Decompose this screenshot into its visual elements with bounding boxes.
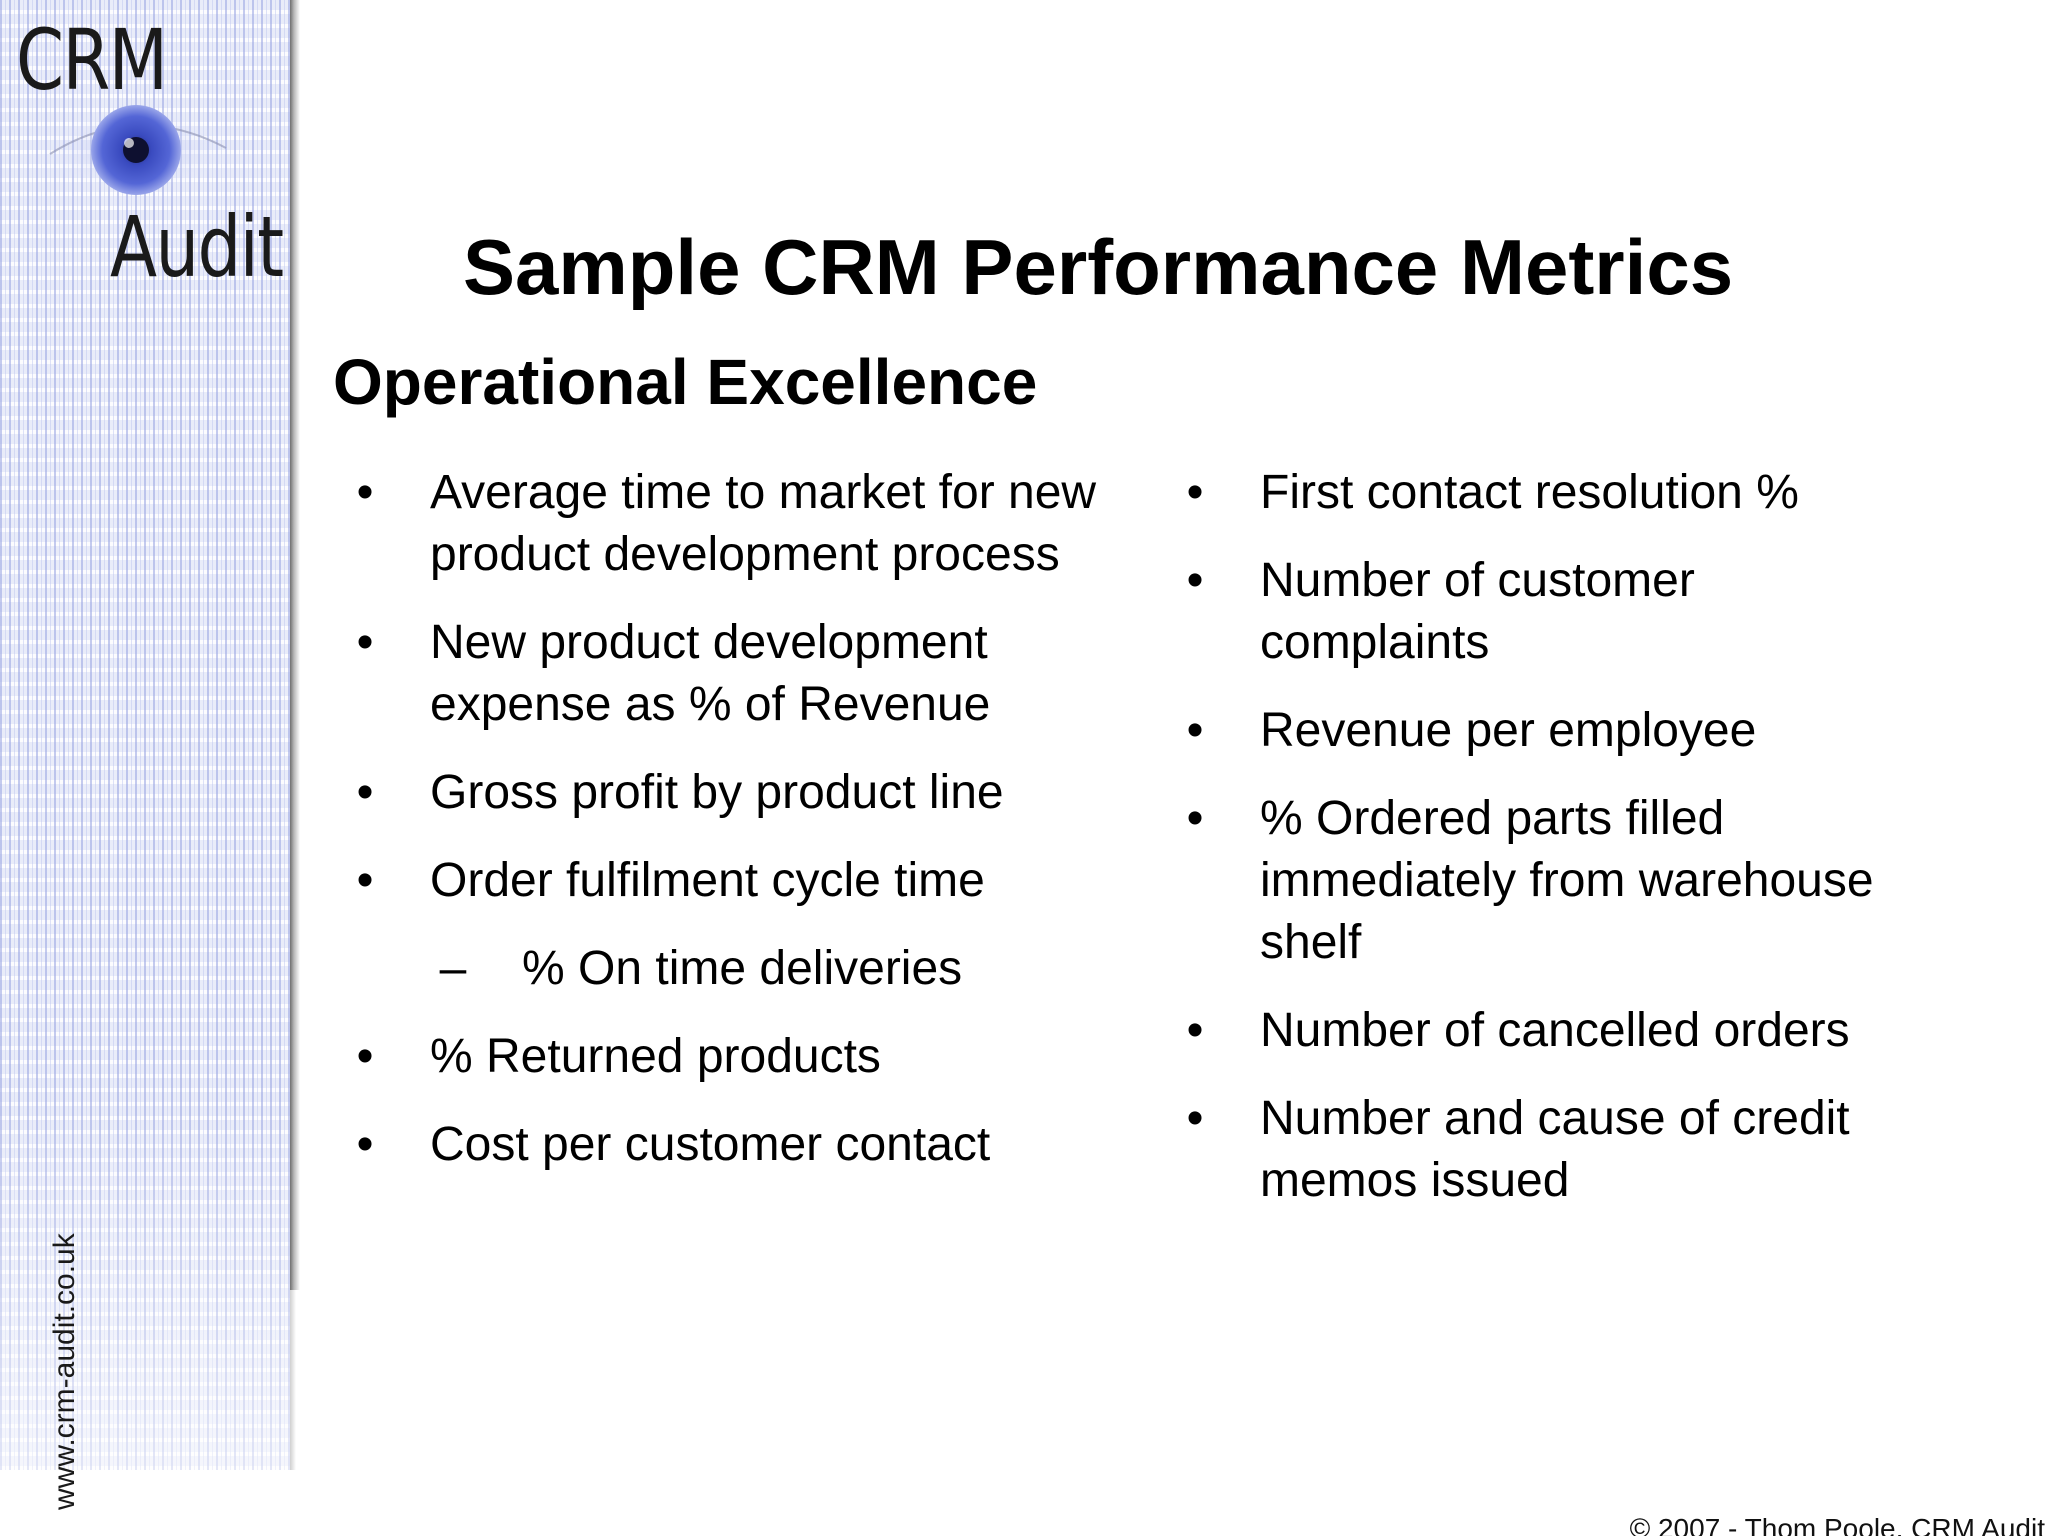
list-item-text: Cost per customer contact — [430, 1118, 991, 1171]
bullet-icon: • — [356, 854, 374, 907]
list-item-text: Order fulfilment cycle time — [430, 854, 985, 907]
bullet-icon: • — [356, 466, 374, 519]
bullet-icon: • — [356, 616, 374, 669]
list-item: • Order fulfilment cycle time — [350, 850, 1110, 912]
bullet-icon: • — [1186, 466, 1204, 519]
bullet-icon: • — [1186, 554, 1204, 607]
slide-title: Sample CRM Performance Metrics — [463, 223, 1734, 311]
logo-crm-text: CRM — [16, 11, 168, 109]
logo-audit-text: Audit — [110, 198, 284, 296]
list-item: • First contact resolution % — [1180, 462, 2030, 524]
list-item: • Cost per customer contact — [350, 1114, 1110, 1176]
sidebar-shadow-lower — [290, 1290, 296, 1470]
bullet-icon: • — [1186, 792, 1204, 845]
bullet-icon: • — [1186, 1004, 1204, 1057]
bullet-icon: • — [356, 1118, 374, 1171]
list-item: • Average time to market for new product… — [350, 462, 1110, 586]
list-item-text: % Returned products — [430, 1030, 881, 1083]
list-item: • Number of customer complaints — [1180, 550, 2030, 674]
list-item-text: New product development expense as % of … — [430, 616, 991, 731]
list-item-text: Number of cancelled orders — [1260, 1004, 1850, 1057]
list-item-text: Revenue per employee — [1260, 704, 1757, 757]
list-item: • Number and cause of credit memos issue… — [1180, 1088, 2030, 1212]
list-item-text: Average time to market for new product d… — [430, 466, 1097, 581]
bullet-icon: • — [1186, 1092, 1204, 1145]
list-item: • Revenue per employee — [1180, 700, 2030, 762]
list-item: • % Returned products — [350, 1026, 1110, 1088]
sidebar-shadow — [290, 0, 300, 1290]
bullet-icon: • — [356, 766, 374, 819]
list-item: • New product development expense as % o… — [350, 612, 1110, 736]
copyright-footer: © 2007 - Thom Poole, CRM Audit — [1629, 1513, 2045, 1536]
list-item-text: Gross profit by product line — [430, 766, 1004, 819]
list-item: • % Ordered parts filled immediately fro… — [1180, 788, 2030, 974]
slide-subtitle: Operational Excellence — [333, 346, 1038, 418]
website-url[interactable]: www.crm-audit.co.uk — [48, 1233, 81, 1510]
list-item: • Number of cancelled orders — [1180, 1000, 2030, 1062]
bullet-icon: • — [356, 1030, 374, 1083]
list-item: • Gross profit by product line — [350, 762, 1110, 824]
sidebar-fade — [0, 1100, 290, 1470]
list-item-text: % On time deliveries — [522, 942, 963, 995]
bullet-icon: • — [1186, 704, 1204, 757]
left-bullet-list: • Average time to market for new product… — [350, 462, 1110, 1202]
dash-icon: – — [439, 942, 467, 995]
list-item-text: First contact resolution % — [1260, 466, 1799, 519]
right-bullet-list: • First contact resolution % • Number of… — [1180, 462, 2030, 1238]
list-item-text: Number and cause of credit memos issued — [1260, 1092, 1850, 1207]
eye-icon — [41, 105, 230, 195]
list-item-text: Number of customer complaints — [1260, 554, 1695, 669]
sub-list-item: – % On time deliveries — [350, 938, 1110, 1000]
list-item-text: % Ordered parts filled immediately from … — [1260, 792, 1874, 969]
